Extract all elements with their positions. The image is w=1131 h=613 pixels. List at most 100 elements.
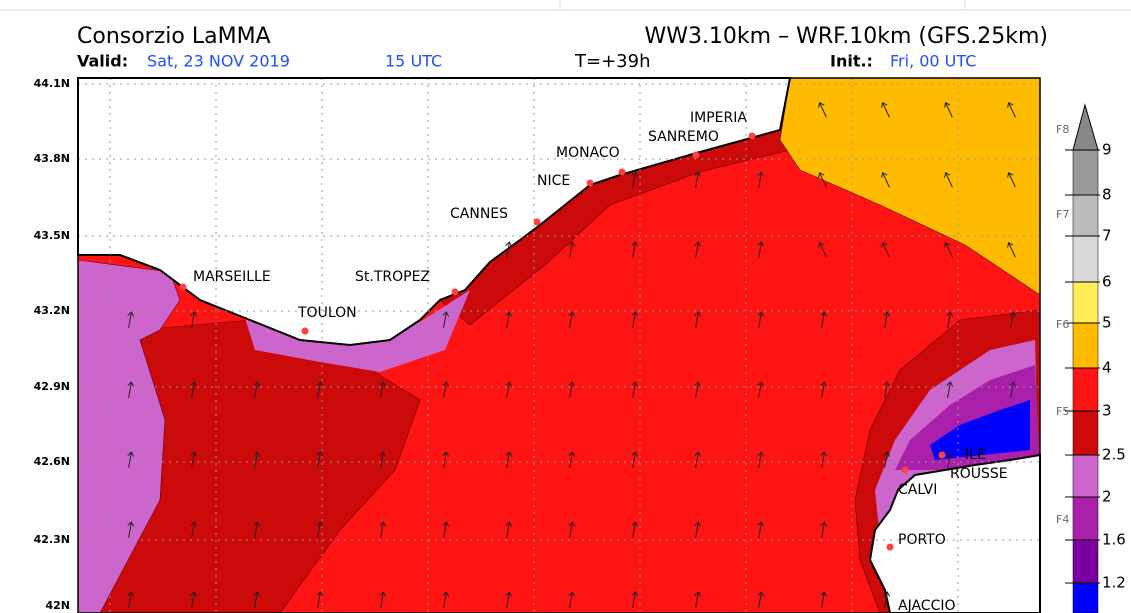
colorbar-segment xyxy=(1072,322,1099,369)
wind-arrow-shape xyxy=(316,521,324,538)
wind-arrow xyxy=(190,451,198,468)
wind-arrow xyxy=(631,311,639,328)
wind-arrow xyxy=(253,381,261,398)
wind-arrow-shape xyxy=(631,241,639,258)
zone-pink xyxy=(245,290,470,372)
wind-arrow xyxy=(505,241,513,258)
latitude-label: 42.6N xyxy=(34,455,70,468)
wind-arrow-shape xyxy=(694,521,702,538)
latitude-label: 42.3N xyxy=(34,533,70,546)
force-label: F5 xyxy=(1056,405,1069,418)
wind-arrow xyxy=(505,311,513,328)
wind-arrow-shape xyxy=(253,521,261,538)
wind-arrow xyxy=(883,311,891,328)
wind-arrow xyxy=(820,521,828,538)
wind-arrow-shape xyxy=(820,591,828,608)
city-marker xyxy=(533,218,541,226)
wind-arrow-shape xyxy=(883,311,891,328)
city-marker xyxy=(692,151,700,159)
wind-arrow-shape xyxy=(442,311,450,328)
wind-arrow-shape xyxy=(757,241,765,258)
wind-arrow xyxy=(757,311,765,328)
lead-time: T=+39h xyxy=(574,51,650,72)
wind-arrow xyxy=(631,591,639,608)
wind-arrow-shape xyxy=(946,451,954,468)
wind-arrow-shape xyxy=(568,241,576,258)
colorbar-label: 4 xyxy=(1102,359,1112,377)
wind-arrow-shape xyxy=(820,381,828,398)
city-label: PORTO xyxy=(898,532,946,548)
wind-arrow xyxy=(757,451,765,468)
wind-arrow xyxy=(944,171,953,188)
wind-arrow xyxy=(442,521,450,538)
latitude-label: 42N xyxy=(45,599,70,612)
colorbar-segment xyxy=(1072,410,1099,456)
wind-arrow-shape xyxy=(944,241,953,258)
wind-arrow-shape xyxy=(631,451,639,468)
init-label: Init.: xyxy=(830,52,873,71)
latitude-label: 43.2N xyxy=(34,304,70,317)
colorbar-label: 9 xyxy=(1102,141,1112,159)
wind-arrow xyxy=(505,591,513,608)
wind-arrow xyxy=(944,241,953,258)
map: MARSEILLE TOULON St.TROPEZ CANNES NICE MONACO… xyxy=(77,77,1041,613)
wind-arrow-shape xyxy=(631,171,639,188)
wind-arrow xyxy=(442,451,450,468)
wind-arrow xyxy=(883,451,891,468)
wind-arrow-shape xyxy=(505,451,513,468)
wind-arrow xyxy=(1007,171,1016,188)
wind-arrow-shape xyxy=(883,451,891,468)
latitude-label: 43.5N xyxy=(34,229,70,242)
wind-arrow xyxy=(127,311,135,328)
city-label: CALVI xyxy=(898,482,937,498)
wind-arrow xyxy=(631,521,639,538)
wind-arrow xyxy=(881,241,890,258)
wind-arrow-shape xyxy=(944,101,953,118)
wind-arrow-shape xyxy=(757,591,765,608)
wind-arrow xyxy=(946,311,954,328)
wind-arrow xyxy=(253,521,261,538)
wind-arrow-shape xyxy=(631,381,639,398)
wind-arrow xyxy=(818,241,827,258)
wind-arrow-shape xyxy=(190,521,198,538)
wind-arrow-shape xyxy=(442,381,450,398)
wind-arrow xyxy=(316,381,324,398)
wind-arrow xyxy=(1007,101,1016,118)
wind-arrow xyxy=(694,381,702,398)
wind-arrow xyxy=(883,591,891,608)
city-marker xyxy=(938,451,946,459)
zone-blue xyxy=(930,400,1030,460)
zone-pink xyxy=(77,259,181,613)
wind-arrow-shape xyxy=(694,171,702,188)
wind-arrow-shape xyxy=(568,451,576,468)
wind-arrow-shape xyxy=(568,521,576,538)
wind-arrow-shape xyxy=(127,451,135,468)
city-label: TOULON xyxy=(297,305,357,321)
wind-arrow-shape xyxy=(568,381,576,398)
wind-arrow-shape xyxy=(881,241,890,258)
wind-arrow xyxy=(190,521,198,538)
wind-arrow xyxy=(316,591,324,608)
wind-arrow xyxy=(631,451,639,468)
valid-hour: 15 UTC xyxy=(385,52,442,71)
wind-arrow xyxy=(1009,311,1017,328)
wind-arrow-shape xyxy=(1007,101,1016,118)
wind-arrow-shape xyxy=(881,171,890,188)
wind-arrow xyxy=(505,451,513,468)
wind-arrow xyxy=(316,521,324,538)
colorbar-segment xyxy=(1072,194,1099,237)
wind-arrow-shape xyxy=(127,521,135,538)
wind-arrow-shape xyxy=(190,451,198,468)
city-label: NICE xyxy=(537,173,570,189)
city-marker xyxy=(301,327,309,335)
wind-arrow xyxy=(442,311,450,328)
wind-arrow-shape xyxy=(505,521,513,538)
wind-arrow-shape xyxy=(127,311,135,328)
wind-arrow-shape xyxy=(1009,381,1017,398)
colorbar-label: 8 xyxy=(1102,186,1112,204)
wind-arrow-shape xyxy=(883,381,891,398)
wind-arrow xyxy=(694,171,702,188)
wind-arrow xyxy=(505,521,513,538)
wind-arrow xyxy=(694,311,702,328)
city-label: St.TROPEZ xyxy=(355,269,430,285)
